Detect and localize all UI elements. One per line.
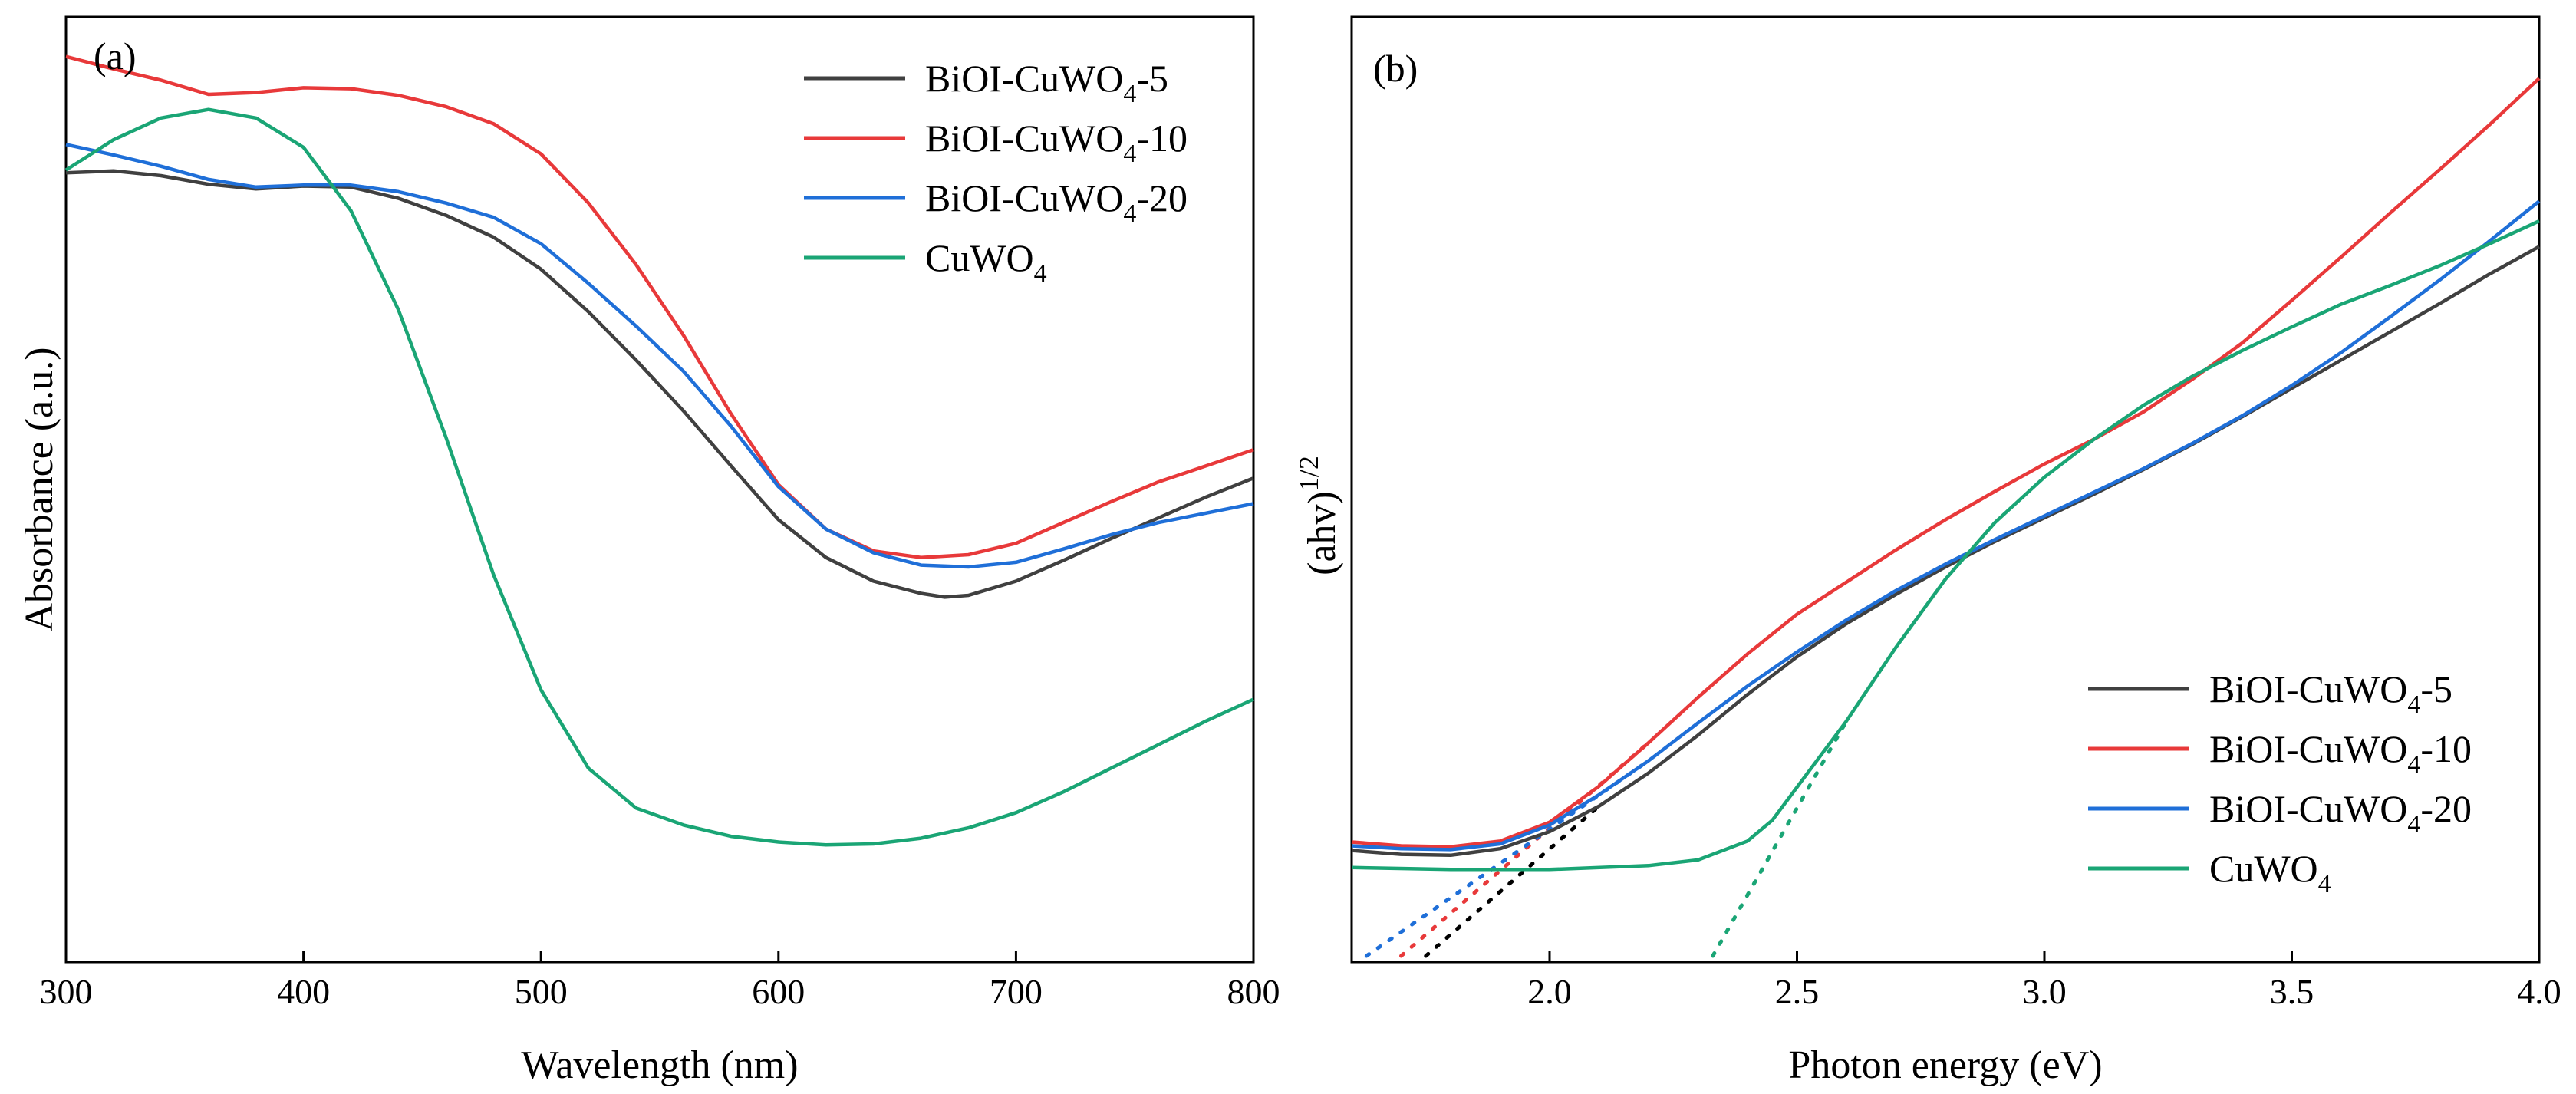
legend-label-a-3: CuWO4 xyxy=(925,236,1047,288)
x-tick-label-b-2: 3.0 xyxy=(2022,972,2067,1011)
x-tick-label-a-5: 800 xyxy=(1227,972,1280,1011)
panel-label-a: (a) xyxy=(94,35,137,77)
series-line-a-2 xyxy=(65,143,1254,569)
extrapolation-group-b xyxy=(1364,719,1849,958)
series-line-a-1 xyxy=(65,54,1254,559)
legend-label-a-0: BiOI-CuWO4-5 xyxy=(925,57,1168,108)
x-tick-label-b-3: 3.5 xyxy=(2270,972,2314,1011)
series-line-a-0 xyxy=(65,169,1254,599)
series-line-b-0 xyxy=(1351,245,2541,858)
y-axis-title-a: Absorbance (a.u.) xyxy=(18,347,61,631)
legend-label-b-0: BiOI-CuWO4-5 xyxy=(2209,667,2452,719)
extrapolation-line-3 xyxy=(1711,719,1849,958)
x-tick-label-a-0: 300 xyxy=(40,972,93,1011)
panel-b: 2.0 2.5 3.0 3.5 4.0 (b) Photon energy (eV) (… xyxy=(1293,15,2561,1087)
panel-a: 300 400 500 600 700 800 (a) Wavelength (nm) A… xyxy=(18,15,1280,1087)
x-axis-title-a: Wavelength (nm) xyxy=(521,1043,798,1087)
x-tick-label-a-4: 700 xyxy=(990,972,1043,1011)
series-line-b-1 xyxy=(1351,77,2541,849)
series-group-a xyxy=(64,54,1254,847)
extrapolation-line-1 xyxy=(1399,740,1651,958)
legend-b: BiOI-CuWO4-5 BiOI-CuWO4-10 BiOI-CuWO4-20 Cu… xyxy=(2088,667,2472,898)
plot-frame-a xyxy=(64,15,1255,964)
legend-a: BiOI-CuWO4-5 BiOI-CuWO4-10 BiOI-CuWO4-20 Cu… xyxy=(804,57,1188,288)
x-tick-label-b-4: 4.0 xyxy=(2517,972,2561,1011)
legend-label-a-2: BiOI-CuWO4-20 xyxy=(925,176,1188,228)
plot-frame-b xyxy=(1350,15,2541,964)
x-ticks-b: 2.0 2.5 3.0 3.5 4.0 xyxy=(1527,951,2561,1011)
x-ticks-a: 300 400 500 600 700 800 xyxy=(40,951,1280,1011)
x-tick-label-b-1: 2.5 xyxy=(1775,972,1820,1011)
series-group-b xyxy=(1351,77,2541,872)
extrapolation-line-0 xyxy=(1424,804,1601,958)
x-tick-label-b-0: 2.0 xyxy=(1527,972,1572,1011)
panel-label-b: (b) xyxy=(1373,47,1418,90)
x-axis-title-b: Photon energy (eV) xyxy=(1788,1043,2102,1087)
legend-label-a-1: BiOI-CuWO4-10 xyxy=(925,117,1188,168)
y-axis-title-b-main: (ahv) xyxy=(1300,491,1344,575)
x-tick-label-a-3: 600 xyxy=(752,972,805,1011)
y-axis-title-b-sup: 1/2 xyxy=(1293,456,1324,491)
extrapolation-line-2 xyxy=(1364,759,1651,958)
legend-label-b-3: CuWO4 xyxy=(2209,847,2331,898)
x-tick-label-a-1: 400 xyxy=(277,972,330,1011)
series-line-b-3 xyxy=(1351,219,2540,872)
legend-label-b-1: BiOI-CuWO4-10 xyxy=(2209,727,2472,779)
series-line-b-2 xyxy=(1351,199,2541,852)
x-tick-label-a-2: 500 xyxy=(515,972,568,1011)
legend-label-b-2: BiOI-CuWO4-20 xyxy=(2209,787,2472,839)
series-line-a-3 xyxy=(64,107,1254,847)
y-axis-title-b: (ahv)1/2 xyxy=(1293,456,1344,575)
